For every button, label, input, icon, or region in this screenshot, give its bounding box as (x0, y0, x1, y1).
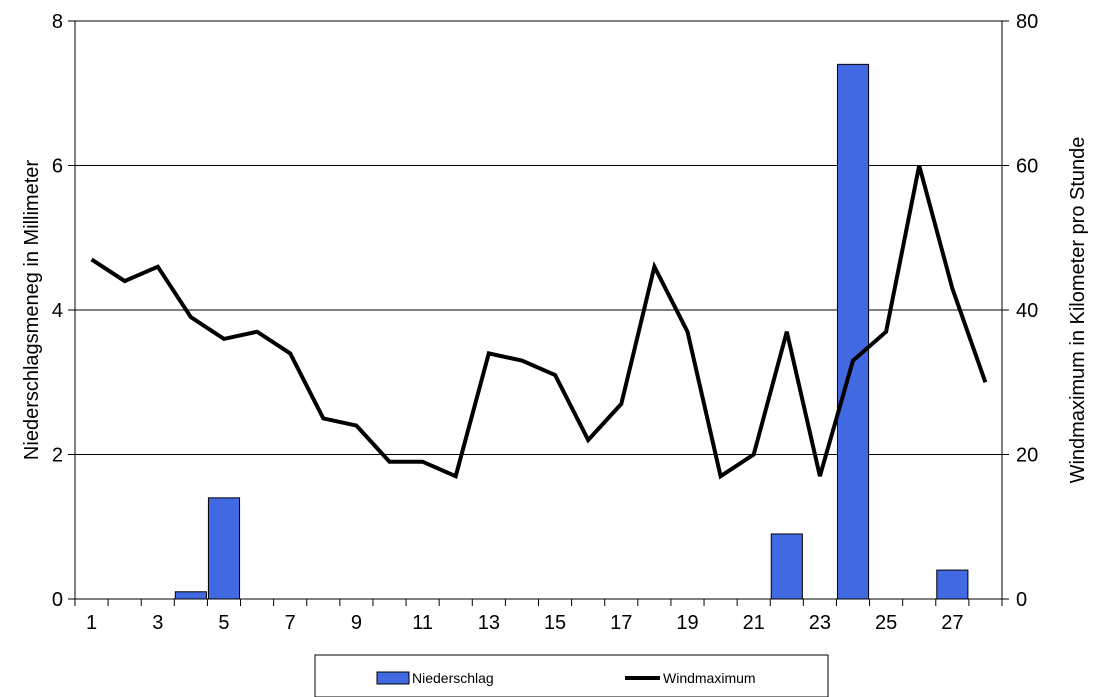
x-tick-label: 27 (941, 612, 963, 634)
bar (770, 533, 803, 600)
x-tick-label: 3 (152, 612, 163, 634)
right-axis-title: Windmaximum in Kilometer pro Stunde (1067, 137, 1089, 484)
left-tick-label: 0 (52, 589, 63, 611)
left-axis-ticks: 0 2 4 6 8 (52, 11, 75, 611)
legend-swatch-niederschlag (376, 671, 410, 685)
bar (836, 63, 870, 600)
x-tick-label: 21 (743, 612, 765, 634)
legend-label-windmaximum: Windmaximum (663, 670, 756, 686)
x-tick-label: 17 (610, 612, 632, 634)
right-tick-label: 20 (1016, 445, 1038, 467)
left-tick-label: 2 (52, 445, 63, 467)
x-tick-label: 1 (86, 612, 97, 634)
x-tick-label: 11 (412, 612, 433, 634)
wind-line (90, 164, 988, 480)
right-tick-label: 60 (1016, 156, 1038, 178)
left-tick-label: 4 (52, 300, 63, 322)
bar (207, 497, 241, 600)
x-tick-label: 7 (285, 612, 296, 634)
legend: Niederschlag Windmaximum (314, 654, 829, 697)
bar-series (174, 63, 969, 600)
x-axis-ticks: 1 3 5 7 9 11 13 15 17 19 21 23 25 27 (74, 599, 1003, 634)
x-tick-label: 23 (809, 612, 831, 634)
x-tick-label: 5 (218, 612, 229, 634)
x-tick-label: 13 (478, 612, 500, 634)
bar (174, 591, 207, 600)
bar (936, 569, 969, 600)
x-tick-label: 25 (875, 612, 897, 634)
x-tick-label: 15 (544, 612, 566, 634)
right-tick-label: 80 (1016, 11, 1038, 33)
line-series (90, 164, 988, 480)
right-tick-label: 40 (1016, 300, 1038, 322)
left-axis-title: Niederschlagsmeneg in Millimeter (21, 160, 43, 460)
x-tick-label: 9 (351, 612, 362, 634)
right-tick-label: 0 (1016, 589, 1027, 611)
left-tick-label: 8 (52, 11, 63, 33)
x-tick-label: 19 (676, 612, 698, 634)
right-axis-ticks: 0 20 40 60 80 (1002, 11, 1038, 611)
left-tick-label: 6 (52, 156, 63, 178)
legend-label-niederschlag: Niederschlag (412, 670, 494, 686)
